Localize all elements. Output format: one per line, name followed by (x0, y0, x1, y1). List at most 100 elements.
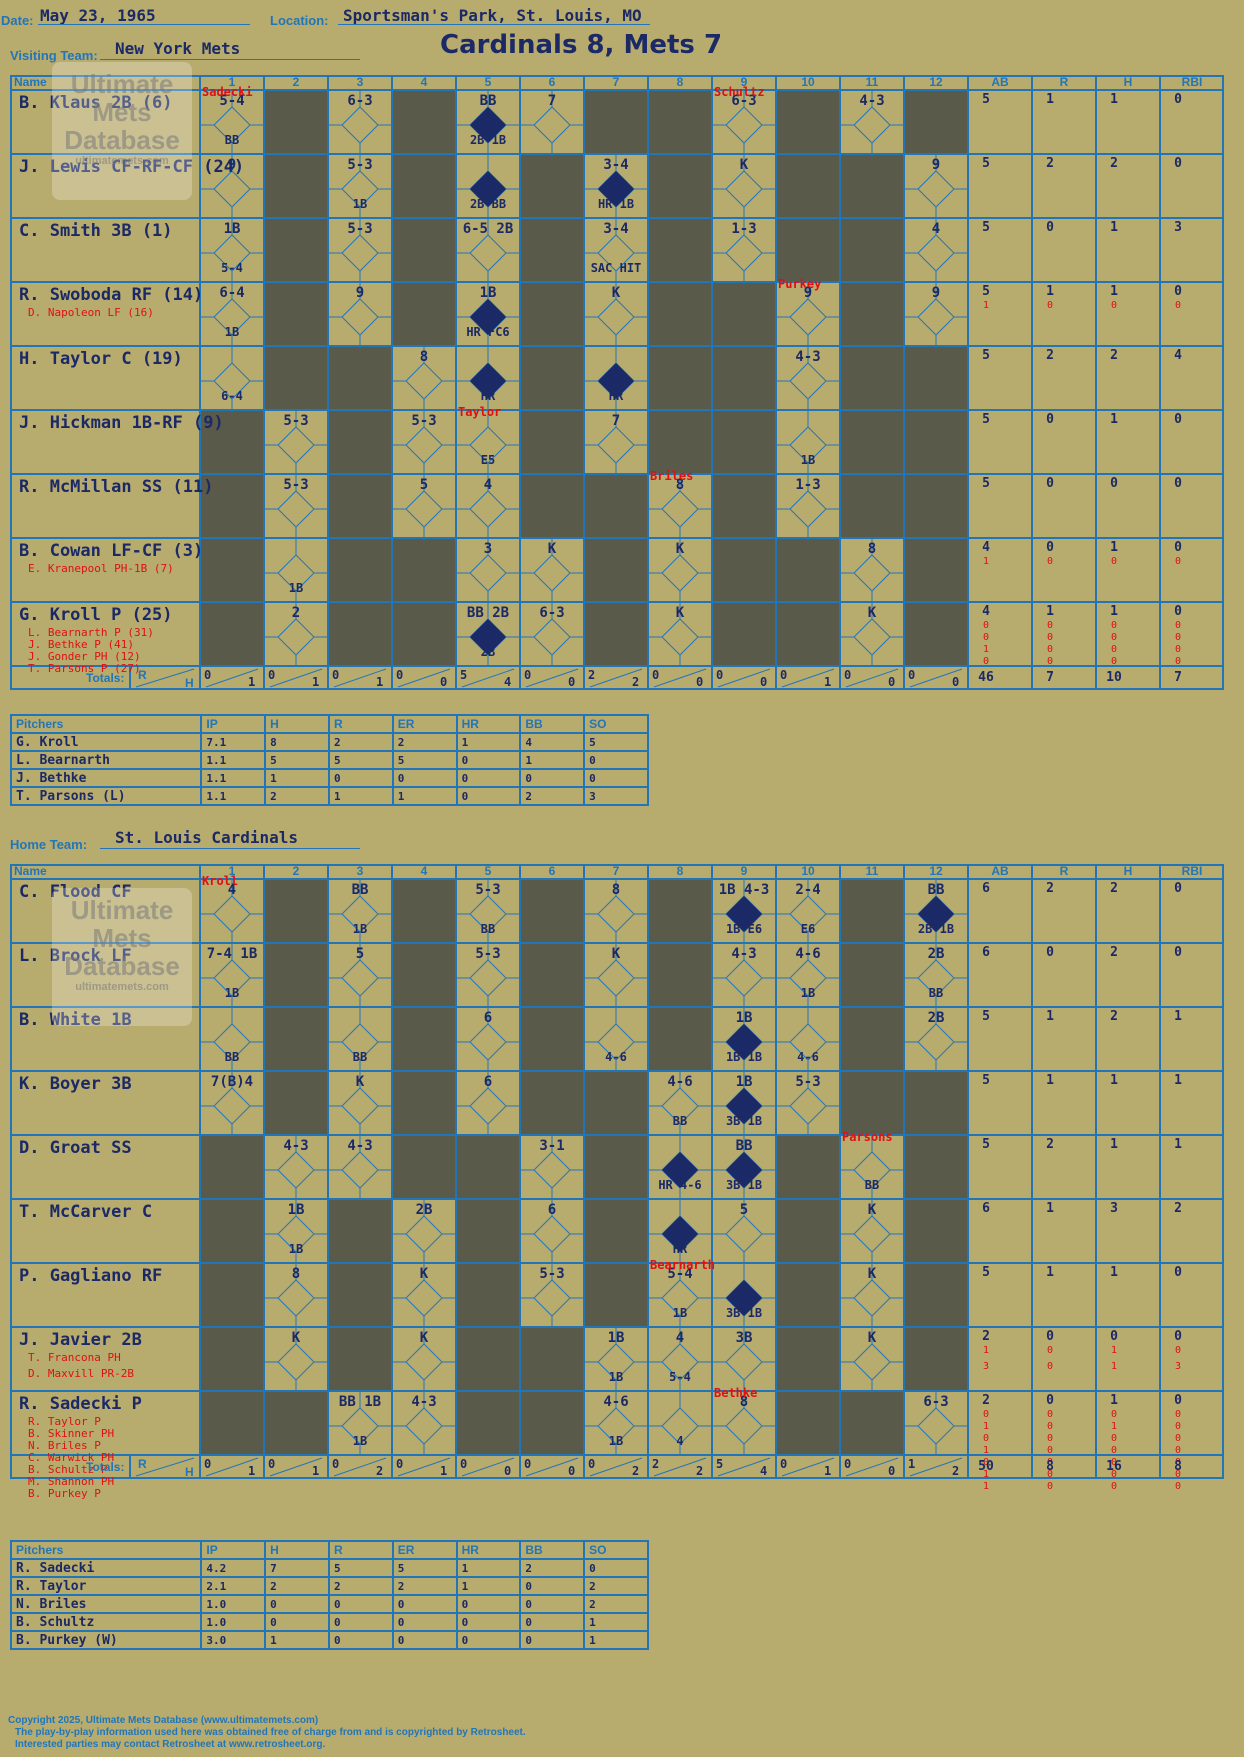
sub-stat-sab: 3 (982, 1361, 990, 1372)
diamond (853, 554, 891, 592)
col-header-inning: 11 (865, 75, 879, 89)
play-result: 4-6 (667, 1074, 693, 1090)
substitute-name: D. Napoleon LF (16) (28, 306, 154, 319)
play-result: 6-5 2B (462, 221, 514, 237)
play-detail: BB (480, 922, 496, 936)
dark-cell (456, 1135, 520, 1199)
inning-hits: 0 (760, 675, 768, 689)
sub-stat-sr: 0 (1046, 1469, 1054, 1480)
diamond (469, 234, 507, 272)
dark-cell (712, 346, 776, 410)
sub-stat-srbi: 0 (1174, 620, 1182, 631)
diamond (917, 170, 955, 208)
dark-cell (200, 1263, 264, 1327)
play-result: 5-3 (539, 1266, 565, 1282)
col-header-inning: 6 (548, 75, 556, 89)
pitcher-change-label: Bethke (714, 1386, 758, 1400)
total-rbi: 8 (1174, 1459, 1182, 1474)
dark-cell (456, 1391, 520, 1455)
pitching-stat: 5 (583, 732, 649, 752)
totals-label: Totals: (86, 1460, 125, 1474)
watermark-logo-home: Ultimate Mets Database ultimatemets.com (52, 888, 192, 1026)
diamond (725, 170, 763, 208)
play-result: 5-4 (219, 93, 245, 109)
stat-r: 0 (1046, 476, 1054, 491)
dark-cell (648, 282, 712, 346)
col-header-inning: 4 (420, 864, 428, 878)
stat-h: 1 (1110, 1137, 1118, 1152)
dark-cell (776, 1391, 840, 1455)
inning-runs: 0 (204, 668, 212, 682)
pitching-stat: 0 (391, 1612, 458, 1632)
dark-cell (520, 346, 584, 410)
stat-r: 2 (1046, 881, 1054, 896)
play-result: 4-3 (731, 946, 757, 962)
pitching-stat: 2 (327, 1576, 394, 1596)
pitching-stat: 4.2 (200, 1558, 267, 1578)
play-detail: BB (928, 986, 944, 1000)
pitching-stat: 2 (583, 1576, 649, 1596)
diamond (789, 1087, 827, 1125)
dark-cell (264, 154, 328, 218)
play-result: 5 (355, 946, 365, 962)
col-header-inning: 1 (228, 864, 236, 878)
sub-stat-sab: 1 (982, 556, 990, 567)
play-result: BB (351, 882, 369, 898)
pitching-stat: 0 (519, 1630, 586, 1650)
stat-r: 1 (1046, 1201, 1054, 1216)
sub-stat-sh: 0 (1110, 300, 1118, 311)
substitute-name: B. Purkey P (28, 1487, 101, 1500)
stat-ab: 5 (982, 476, 990, 491)
totals-h-label: H (185, 1465, 194, 1479)
dark-cell (328, 602, 392, 666)
play-result: BB 1B (338, 1394, 382, 1410)
play-detail: 2B 1B (917, 922, 955, 936)
pitching-table: Pitchers IP H R ER HR BB SO R. Sadecki 4.2 7 5 5 1 2 0 R… (9, 1540, 649, 1650)
visiting-pitching-table: Pitchers IP H R ER HR BB SO G. Kroll 7.1 8 2 2 1 4 5 L. … (9, 714, 649, 806)
inning-runs: 0 (332, 668, 340, 682)
play-result: 5 (419, 477, 429, 493)
play-result: 8 (739, 1394, 749, 1410)
diamond (533, 554, 571, 592)
pitching-stat: 0 (391, 1594, 458, 1614)
stat-rbi: 0 (1174, 1393, 1182, 1408)
pitching-stat: 0 (455, 1612, 522, 1632)
inning-hits: 4 (504, 675, 512, 689)
diamond (469, 959, 507, 997)
dark-cell (776, 1327, 840, 1391)
diamond (405, 1279, 443, 1317)
diamond (917, 298, 955, 336)
sub-stat-srbi: 0 (1174, 1421, 1182, 1432)
dark-cell (840, 410, 904, 474)
play-detail: HR 4-6 (658, 1178, 702, 1192)
pitcher-change-label: Kroll (202, 874, 239, 888)
stat-rbi: 0 (1174, 284, 1182, 299)
diamond (917, 1023, 955, 1061)
batter-name: R. McMillan SS (11) (19, 477, 214, 497)
play-result: BB (927, 882, 945, 898)
batter-name: B. Cowan LF-CF (3) (19, 541, 204, 561)
sub-stat-sh: 0 (1110, 1433, 1118, 1444)
total-h: 16 (1106, 1459, 1122, 1474)
dark-cell (264, 1071, 328, 1135)
col-header-inning: 10 (801, 75, 815, 89)
diamond (789, 490, 827, 528)
play-result: 1B (735, 1010, 753, 1026)
pitcher-change-label: Sadecki (202, 85, 253, 99)
inning-hits: 0 (696, 675, 704, 689)
diamond (917, 234, 955, 272)
dark-cell (776, 1135, 840, 1199)
pitching-stat: 0 (455, 786, 522, 806)
inning-runs: 0 (652, 668, 660, 682)
game-title: Cardinals 8, Mets 7 (440, 30, 723, 60)
diamond (725, 1215, 763, 1253)
dark-cell (200, 602, 264, 666)
pitching-table: Pitchers IP H R ER HR BB SO G. Kroll 7.1 8 2 2 1 4 5 L. … (9, 714, 649, 806)
play-detail: BB (224, 1050, 240, 1064)
inning-hits: 4 (760, 1464, 768, 1478)
inning-runs: 0 (780, 668, 788, 682)
batter-name: B. Klaus 2B (6) (19, 93, 173, 113)
inning-runs: 0 (396, 1457, 404, 1471)
play-result: 8 (611, 882, 621, 898)
pitching-stat: 1 (327, 786, 394, 806)
